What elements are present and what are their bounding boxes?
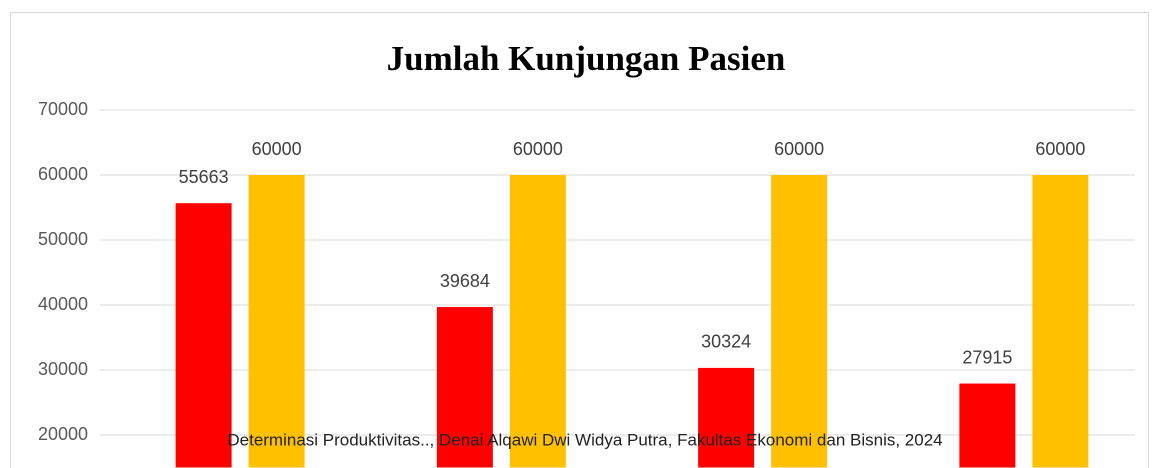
data-label: 27915 — [962, 347, 1012, 367]
bar — [771, 175, 828, 468]
y-tick-label: 50000 — [38, 229, 88, 249]
y-tick-label: 40000 — [38, 294, 88, 314]
data-label: 30324 — [701, 332, 751, 352]
data-label: 60000 — [513, 139, 563, 159]
bar — [959, 383, 1016, 468]
y-tick-label: 20000 — [38, 424, 88, 444]
bar — [509, 175, 566, 468]
chart-title: Jumlah Kunjungan Pasien — [387, 39, 786, 78]
data-label: 55663 — [179, 167, 229, 187]
bar — [698, 367, 755, 468]
y-tick-label: 30000 — [38, 359, 88, 379]
bar — [175, 203, 232, 468]
data-label: 60000 — [1035, 139, 1085, 159]
bars: 55663 39684 30324 27915 60000 60000 60000 60000 — [175, 139, 1089, 468]
bar — [436, 307, 493, 468]
y-tick-label: 60000 — [38, 164, 88, 184]
footer: Determinasi Produktivitas.., Denai Alqaw… — [227, 430, 942, 449]
data-label: 60000 — [774, 139, 824, 159]
data-label: 39684 — [440, 271, 490, 291]
bar — [1032, 175, 1089, 468]
y-tick-label: 70000 — [38, 99, 88, 119]
bar — [248, 175, 305, 468]
data-label: 60000 — [252, 139, 302, 159]
